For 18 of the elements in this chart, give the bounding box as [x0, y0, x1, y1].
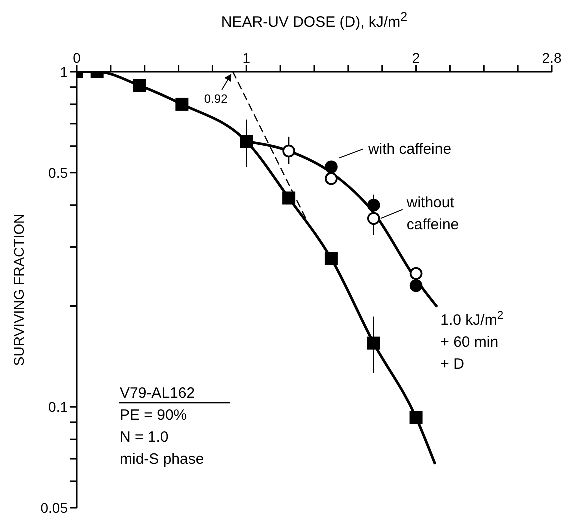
annotation: N = 1.0: [120, 429, 169, 446]
x-axis-title: NEAR-UV DOSE (D), kJ/m$^{2}$: [220, 10, 409, 31]
x-tick-label: 1: [242, 50, 251, 66]
x-tick-label: 0: [73, 50, 82, 66]
annotation: V79-AL162: [120, 385, 196, 402]
annotation: with caffeine: [367, 141, 452, 158]
y-tick-label: 1: [60, 64, 68, 80]
x-tick-label: 2: [412, 50, 420, 66]
annotation: 0.92: [204, 92, 228, 106]
annotation: 1.0 kJ/m$^{2}$ + 60 min + D: [440, 310, 504, 374]
x-tick-label: 2.8: [542, 50, 562, 66]
y-tick-label: 0.05: [40, 500, 68, 516]
y-axis-title: SURVIVING FRACTION: [10, 214, 27, 366]
y-tick-label: 0.1: [48, 399, 68, 416]
annotation: without caffeine: [406, 194, 460, 234]
annotation: PE = 90%: [120, 407, 188, 424]
annotation: mid-S phase: [120, 451, 204, 468]
y-tick-label: 0.5: [48, 164, 68, 181]
